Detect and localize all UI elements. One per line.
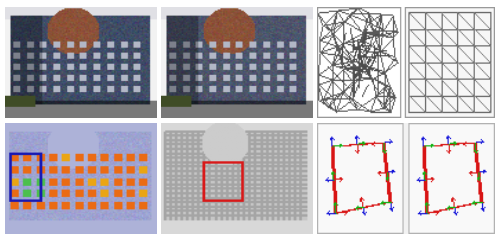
Text: (b): (b): [230, 124, 243, 134]
Text: (a): (a): [74, 124, 88, 134]
Text: (e): (e): [400, 124, 413, 134]
